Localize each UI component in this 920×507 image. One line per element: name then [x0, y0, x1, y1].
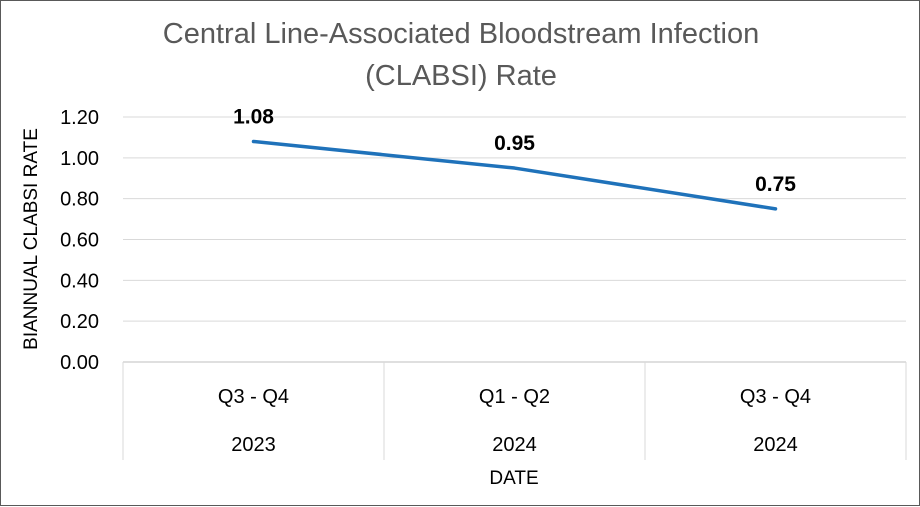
x-axis: Q3 - Q4 2023 Q1 - Q2 2024 Q3 - Q4 2024: [122, 362, 907, 460]
y-tick-label: 1.00: [60, 148, 99, 170]
y-tick-label: 0.60: [60, 230, 99, 252]
data-label: 0.75: [755, 173, 796, 196]
y-tick-label: 0.20: [60, 311, 99, 333]
y-tick-label: 1.20: [60, 107, 99, 129]
x-tick-label-year: 2024: [492, 434, 537, 456]
x-axis-title: DATE: [489, 468, 538, 489]
chart-title-line-2: (CLABSI) Rate: [365, 60, 557, 92]
data-label: 0.95: [494, 132, 535, 155]
y-axis-title: BIANNUAL CLABSI RATE: [21, 128, 42, 350]
data-labels: 1.08 0.95 0.75: [233, 106, 796, 196]
chart-title-line-1: Central Line-Associated Bloodstream Infe…: [163, 18, 759, 50]
x-tick-label-period: Q1 - Q2: [479, 386, 550, 408]
x-tick-label-year: 2024: [753, 434, 798, 456]
x-tick-label-period: Q3 - Q4: [218, 386, 289, 408]
y-axis: 0.00 0.20 0.40 0.60 0.80 1.00 1.20: [60, 107, 99, 374]
y-tick-label: 0.40: [60, 270, 99, 292]
series-line: [251, 139, 778, 211]
y-tick-label: 0.00: [60, 352, 99, 374]
gridlines: [123, 116, 906, 363]
x-tick-label-period: Q3 - Q4: [740, 386, 811, 408]
chart-title: Central Line-Associated Bloodstream Infe…: [163, 18, 759, 92]
series-layer: [251, 139, 778, 211]
y-tick-label: 0.80: [60, 189, 99, 211]
data-label: 1.08: [233, 106, 274, 129]
x-tick-label-year: 2023: [231, 434, 276, 456]
